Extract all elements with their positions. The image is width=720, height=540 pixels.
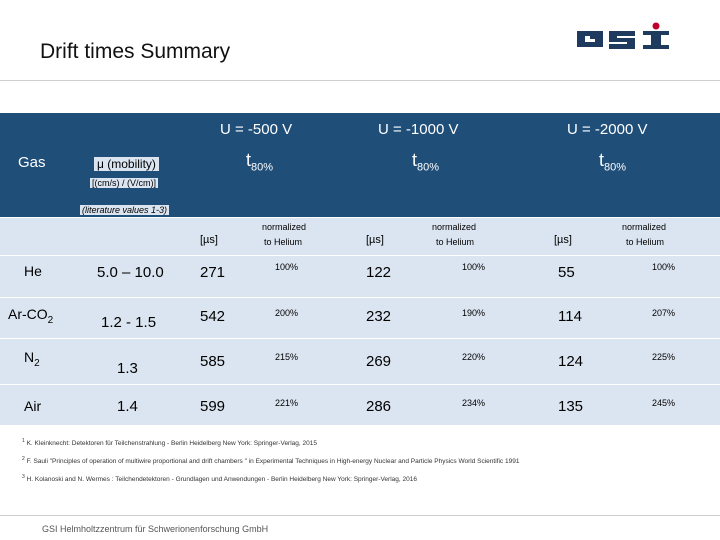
organization-footer: GSI Helmholtzzentrum für Schwerionenfors…: [42, 524, 269, 534]
table-row-gas: N2: [24, 349, 40, 369]
mobility-header: μ (mobility): [94, 157, 159, 171]
table-row-mobility: 1.4: [117, 398, 138, 415]
table-row-t2000: 114: [558, 308, 582, 325]
t80-header-500: t80%: [246, 150, 274, 174]
t80-header-1000: t80%: [412, 150, 440, 174]
normalized-label-500: normalized: [262, 222, 307, 232]
gas-header: Gas: [18, 154, 46, 171]
table-row-t500: 271: [200, 264, 226, 281]
table-row-mobility: 1.2 - 1.5: [101, 314, 157, 331]
row-divider: [0, 217, 720, 218]
table-row-n1000: 190%: [462, 308, 486, 318]
table-row-mobility: 5.0 – 10.0: [97, 264, 164, 281]
normalized-label-1000: normalized: [432, 222, 477, 232]
table-row-t500: 585: [200, 353, 226, 370]
table-row-n2000: 225%: [652, 352, 676, 362]
footnote: 1 K. Kleinknecht: Detektoren für Teilche…: [22, 438, 317, 448]
unit-us-1000: [µs]: [366, 234, 384, 246]
row-divider: [0, 255, 720, 256]
t80-header-2000: t80%: [599, 150, 627, 174]
unit-us-500: [µs]: [200, 234, 218, 246]
table-row-n1000: 234%: [462, 398, 486, 408]
table-row-n2000: 100%: [652, 262, 676, 272]
footnote: 2 F. Sauli "Principles of operation of m…: [22, 456, 520, 466]
table-row-n1000: 100%: [462, 262, 486, 272]
table-row-t1000: 122: [366, 264, 392, 281]
table-row-t1000: 232: [366, 308, 392, 325]
voltage-header-500: U = -500 V: [220, 121, 293, 138]
table-row-t2000: 124: [558, 353, 584, 370]
table-row-n500: 200%: [275, 308, 299, 318]
table-row-n500: 100%: [275, 262, 299, 272]
table-row-t500: 542: [200, 308, 226, 325]
table-row-gas: He: [24, 263, 42, 279]
title-divider: [0, 80, 720, 81]
table-row-gas: Ar-CO2: [8, 306, 54, 326]
row-divider: [0, 338, 720, 339]
row-divider: [0, 384, 720, 385]
table-row-mobility: 1.3: [117, 360, 138, 377]
table-row-t2000: 55: [558, 264, 575, 281]
table-row-n2000: 245%: [652, 398, 676, 408]
table-row-gas: Air: [24, 398, 42, 414]
table-row-t2000: 135: [558, 398, 584, 415]
voltage-header-1000: U = -1000 V: [378, 121, 459, 138]
row-divider: [0, 297, 720, 298]
mobility-units: [(cm/s) / (V/cm)]: [90, 178, 158, 188]
slide-title: Drift times Summary: [40, 40, 231, 63]
table-row-n500: 221%: [275, 398, 299, 408]
table-row-t1000: 269: [366, 353, 392, 370]
table-row-n500: 215%: [275, 352, 299, 362]
footer-divider: [0, 515, 720, 516]
table-row-t500: 599: [200, 398, 226, 415]
to-helium-label-500: to Helium: [264, 237, 303, 247]
table-row-n2000: 207%: [652, 308, 676, 318]
to-helium-label-1000: to Helium: [436, 237, 475, 247]
gsi-logo: [577, 22, 669, 49]
normalized-label-2000: normalized: [622, 222, 667, 232]
footnote: 3 H. Kolanoski and N. Wermes : Teilchend…: [22, 474, 417, 484]
voltage-header-2000: U = -2000 V: [567, 121, 648, 138]
table-row-n1000: 220%: [462, 352, 486, 362]
literature-note: (literature values 1-3): [80, 205, 170, 215]
unit-us-2000: [µs]: [554, 234, 572, 246]
table-row-t1000: 286: [366, 398, 392, 415]
to-helium-label-2000: to Helium: [626, 237, 665, 247]
